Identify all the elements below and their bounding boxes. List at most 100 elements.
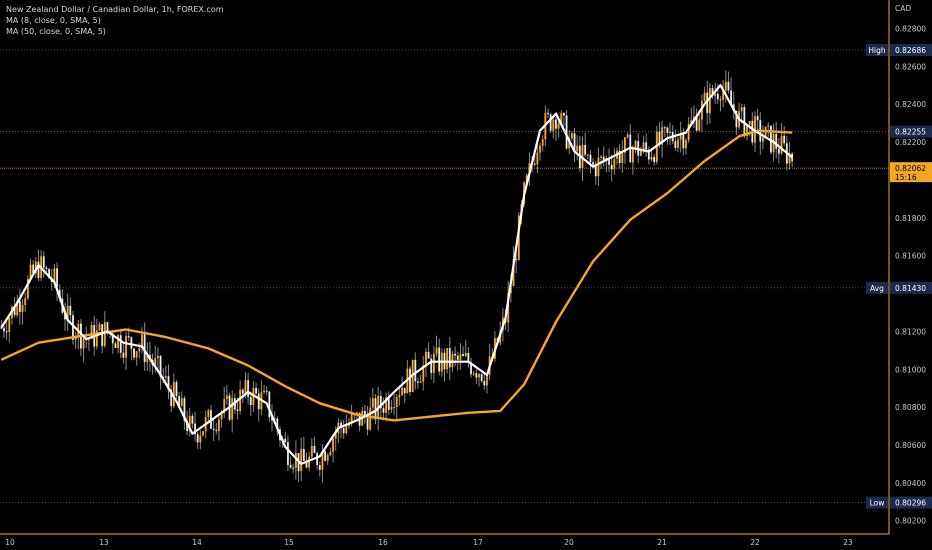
candle-body — [98, 324, 101, 331]
candle-body — [570, 133, 573, 139]
candle-body — [305, 460, 308, 468]
candle-body — [263, 390, 265, 393]
candle-body — [159, 356, 162, 377]
candle-body — [69, 305, 72, 316]
candle-body — [292, 467, 295, 469]
chart-legend: New Zealand Dollar / Canadian Dollar, 1h… — [6, 4, 224, 37]
candle-body — [218, 419, 220, 431]
candle-body — [223, 399, 226, 414]
candle-body — [249, 396, 252, 405]
price-level-tag — [866, 281, 888, 294]
candle-body — [456, 355, 459, 360]
candle-body — [539, 145, 541, 153]
y-tick-label: 0.80400 — [895, 479, 926, 488]
candle-body — [220, 413, 223, 420]
candle-body — [329, 451, 332, 455]
candle-body — [310, 446, 313, 457]
candle-body — [90, 325, 93, 339]
moving-averages — [0, 84, 793, 465]
candle-body — [66, 305, 69, 320]
candle-body — [594, 164, 597, 177]
candle-body — [478, 374, 480, 378]
candle-body — [547, 112, 549, 115]
candle-body — [363, 410, 366, 417]
candle-body — [114, 343, 117, 349]
candle-body — [565, 115, 568, 149]
candle-body — [175, 382, 178, 397]
candle-body — [156, 356, 159, 359]
candle-body — [191, 415, 194, 424]
candle-body — [743, 107, 746, 137]
candle-body — [101, 324, 104, 346]
candle-body — [403, 387, 406, 394]
candle-body — [470, 362, 472, 375]
x-tick-label: 23 — [843, 538, 853, 547]
candle-body — [661, 127, 664, 145]
candle-body — [178, 396, 181, 406]
x-tick-label: 15 — [284, 538, 294, 547]
y-tick-label: 0.82200 — [895, 138, 926, 147]
ma50-line — [0, 129, 793, 422]
candle-body — [276, 418, 279, 430]
candle-body — [401, 387, 403, 395]
candle-body — [72, 315, 74, 340]
candle-body — [677, 139, 679, 148]
candle-body — [188, 415, 191, 432]
candle-body — [634, 141, 637, 150]
legend-ma50: MA (50, close, 0, SMA, 5) — [6, 27, 106, 36]
y-tick-label: 0.81000 — [895, 365, 926, 374]
candle-body — [719, 99, 722, 101]
candle-body — [685, 140, 687, 149]
candle-body — [608, 157, 610, 165]
candle-body — [674, 141, 677, 148]
candle-body — [393, 407, 396, 409]
candle-body — [8, 317, 11, 333]
candle-body — [552, 119, 555, 131]
candle-body — [483, 380, 486, 386]
candle-body — [74, 336, 77, 340]
candle-body — [287, 442, 289, 465]
candle-body — [387, 397, 390, 410]
candle-body — [658, 131, 661, 145]
candle-body — [573, 133, 576, 152]
candle-body — [244, 380, 247, 394]
candle-body — [247, 380, 250, 397]
candle-body — [294, 453, 297, 468]
candle-body — [448, 348, 451, 368]
candle-body — [663, 127, 666, 129]
candle-body — [48, 268, 51, 278]
x-tick-label: 20 — [564, 538, 574, 547]
candle-body — [0, 327, 3, 329]
candle-body — [18, 301, 21, 312]
candle-body — [435, 347, 438, 354]
candle-body — [430, 358, 433, 373]
candle-body — [788, 153, 791, 164]
candle-body — [424, 351, 427, 366]
candle-body — [135, 351, 138, 358]
candle-body — [164, 376, 167, 378]
candle-body — [194, 423, 196, 435]
candle-body — [324, 451, 327, 461]
candle-body — [438, 347, 441, 372]
candle-body — [186, 420, 189, 432]
candle-body — [231, 398, 234, 420]
candle-body — [183, 398, 186, 421]
y-tick-label: 0.82600 — [895, 62, 926, 71]
candle-body — [167, 376, 170, 390]
candle-body — [16, 301, 19, 316]
candle-body — [602, 156, 605, 162]
legend-title: New Zealand Dollar / Canadian Dollar, 1h… — [6, 5, 224, 14]
candle-body — [318, 465, 321, 470]
candle-body — [302, 448, 305, 461]
candle-body — [769, 125, 772, 153]
candle-body — [202, 431, 204, 436]
candle-body — [451, 353, 454, 368]
candle-body — [241, 389, 244, 394]
candle-body — [472, 373, 475, 375]
candle-body — [584, 144, 587, 155]
candle-body — [321, 451, 324, 470]
candle-body — [119, 335, 122, 353]
candle-body — [366, 416, 369, 430]
candle-body — [265, 390, 268, 392]
